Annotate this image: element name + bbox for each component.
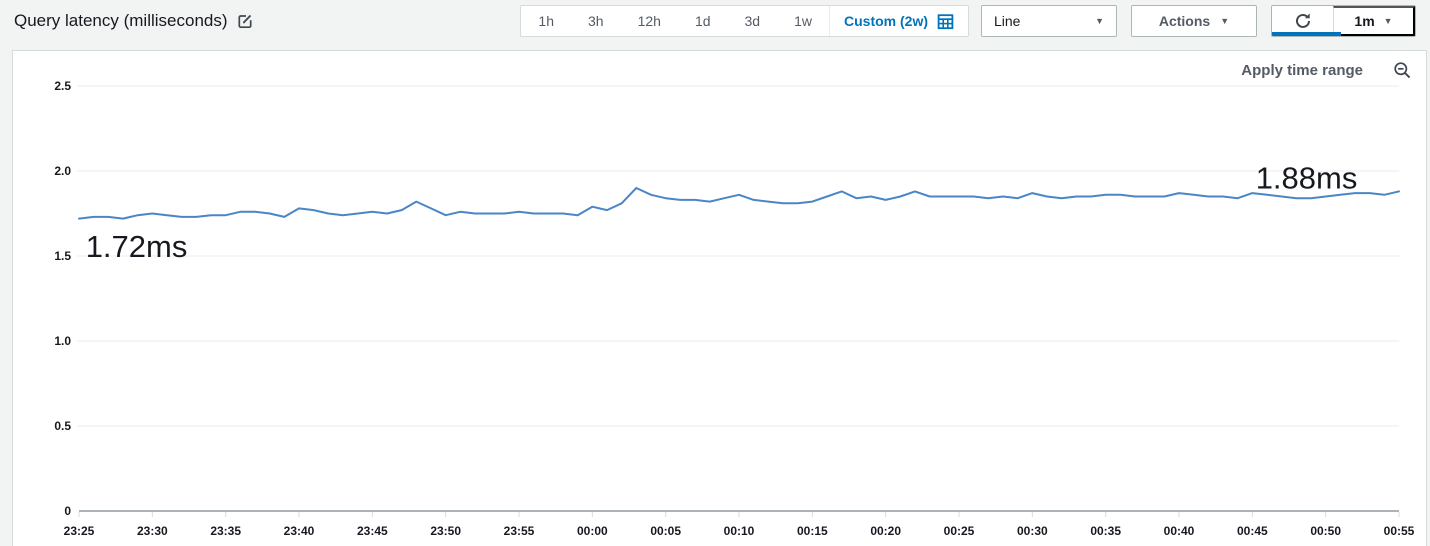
data-point-label: 1.88ms [1256, 161, 1358, 196]
x-axis-tick-label: 23:35 [210, 524, 241, 538]
x-axis-tick-label: 00:35 [1090, 524, 1121, 538]
chart-toolbar: Apply time range [1241, 61, 1412, 80]
refresh-control: 1m ▼ [1271, 5, 1416, 37]
time-range-button-12h[interactable]: 12h [621, 6, 678, 36]
apply-time-range-button[interactable]: Apply time range [1241, 62, 1363, 79]
y-axis-tick-label: 1.5 [54, 249, 71, 263]
x-axis-tick-label: 23:55 [504, 524, 535, 538]
refresh-interval-select[interactable]: 1m ▼ [1333, 6, 1415, 36]
refresh-button[interactable] [1272, 6, 1333, 36]
x-axis-tick-label: 23:40 [284, 524, 315, 538]
y-axis-tick-label: 1.0 [54, 334, 71, 348]
x-axis-tick-label: 00:55 [1384, 524, 1415, 538]
widget-header: Query latency (milliseconds) 1h 3h 12h 1d 3d… [0, 0, 1430, 42]
custom-range-label: Custom (2w) [844, 13, 928, 29]
chart-card: Apply time range 0 0.5 1.0 1.5 2.0 2.5 23:25 23… [12, 50, 1427, 546]
x-axis-tick-label: 00:50 [1310, 524, 1341, 538]
latency-line-series [78, 187, 1400, 220]
data-point-label: 1.72ms [86, 229, 188, 264]
chevron-down-icon: ▼ [1220, 15, 1230, 26]
page-title: Query latency (milliseconds) [14, 11, 228, 30]
chart-type-select[interactable]: Line ▼ [981, 5, 1117, 37]
x-axis-tick-label: 00:30 [1017, 524, 1048, 538]
x-axis-tick-label: 00:40 [1164, 524, 1195, 538]
x-axis-tick-label: 00:20 [870, 524, 901, 538]
x-axis-tick-label: 23:25 [64, 524, 95, 538]
chevron-down-icon: ▼ [1095, 15, 1104, 26]
time-range-button-1w[interactable]: 1w [777, 6, 829, 36]
time-range-button-custom[interactable]: Custom (2w) [829, 6, 968, 36]
time-range-button-3h[interactable]: 3h [571, 6, 621, 36]
title-wrap: Query latency (milliseconds) [14, 11, 520, 31]
x-axis-tick-label: 00:25 [944, 524, 975, 538]
x-axis-tick-label: 00:15 [797, 524, 828, 538]
calendar-icon [937, 13, 954, 30]
x-axis-tick-label: 23:30 [137, 524, 168, 538]
x-axis-tick-label: 00:05 [650, 524, 681, 538]
x-axis-tick-label: 00:10 [724, 524, 755, 538]
chart-type-value: Line [994, 13, 1021, 29]
edit-icon [237, 13, 253, 29]
latency-chart-plot[interactable]: 0 0.5 1.0 1.5 2.0 2.5 23:25 23:30 23:35 23:40 23:4… [13, 51, 1426, 545]
refresh-icon [1293, 11, 1313, 31]
x-axis-tick-label: 00:00 [577, 524, 608, 538]
zoom-out-icon[interactable] [1393, 61, 1412, 80]
x-axis-tick-label: 23:50 [430, 524, 461, 538]
edit-title-button[interactable] [237, 13, 253, 29]
time-range-group: 1h 3h 12h 1d 3d 1w Custom (2w) [520, 5, 969, 37]
x-axis-tick-label: 23:45 [357, 524, 388, 538]
y-axis-tick-label: 2.5 [54, 79, 71, 93]
y-axis-tick-label: 2.0 [54, 164, 71, 178]
x-axis-tick-label: 00:45 [1237, 524, 1268, 538]
time-range-button-1d[interactable]: 1d [678, 6, 728, 36]
refresh-progress-bar [1272, 32, 1341, 36]
actions-button[interactable]: Actions ▼ [1131, 5, 1257, 37]
y-axis-tick-label: 0.5 [54, 419, 71, 433]
time-range-button-1h[interactable]: 1h [521, 6, 571, 36]
chevron-down-icon: ▼ [1383, 15, 1393, 26]
y-axis-tick-label: 0 [64, 504, 71, 518]
time-range-button-3d[interactable]: 3d [728, 6, 778, 36]
refresh-interval-value: 1m [1354, 13, 1375, 29]
actions-label: Actions [1158, 13, 1211, 29]
